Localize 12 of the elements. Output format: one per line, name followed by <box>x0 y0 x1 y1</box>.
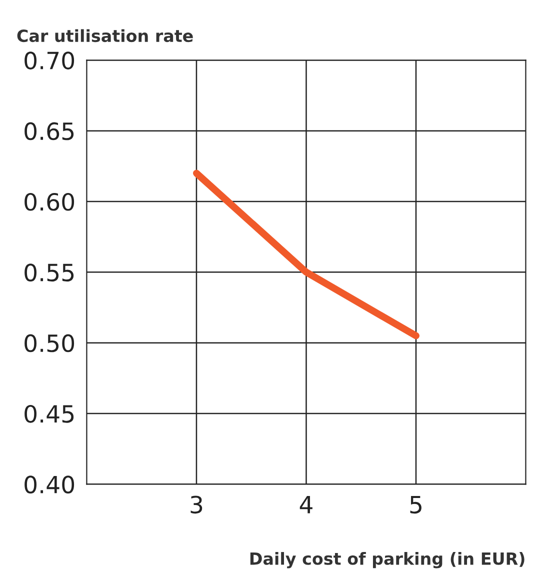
y-tick-label: 0.45 <box>24 404 74 423</box>
y-tick-label: 0.40 <box>24 476 74 494</box>
y-tick-label: 0.65 <box>24 122 74 140</box>
x-tick-label: 4 <box>300 496 312 514</box>
x-tick-label: 5 <box>410 496 422 514</box>
y-tick-label: 0.50 <box>24 334 74 352</box>
x-tick-label: 3 <box>190 496 202 514</box>
y-tick-label: 0.55 <box>24 264 74 282</box>
y-axis-title: Car utilisation rate <box>17 29 193 42</box>
x-axis-title: Daily cost of parking (in EUR) <box>250 552 524 568</box>
y-tick-label: 0.60 <box>24 192 74 211</box>
y-tick-label: 0.70 <box>24 52 74 70</box>
